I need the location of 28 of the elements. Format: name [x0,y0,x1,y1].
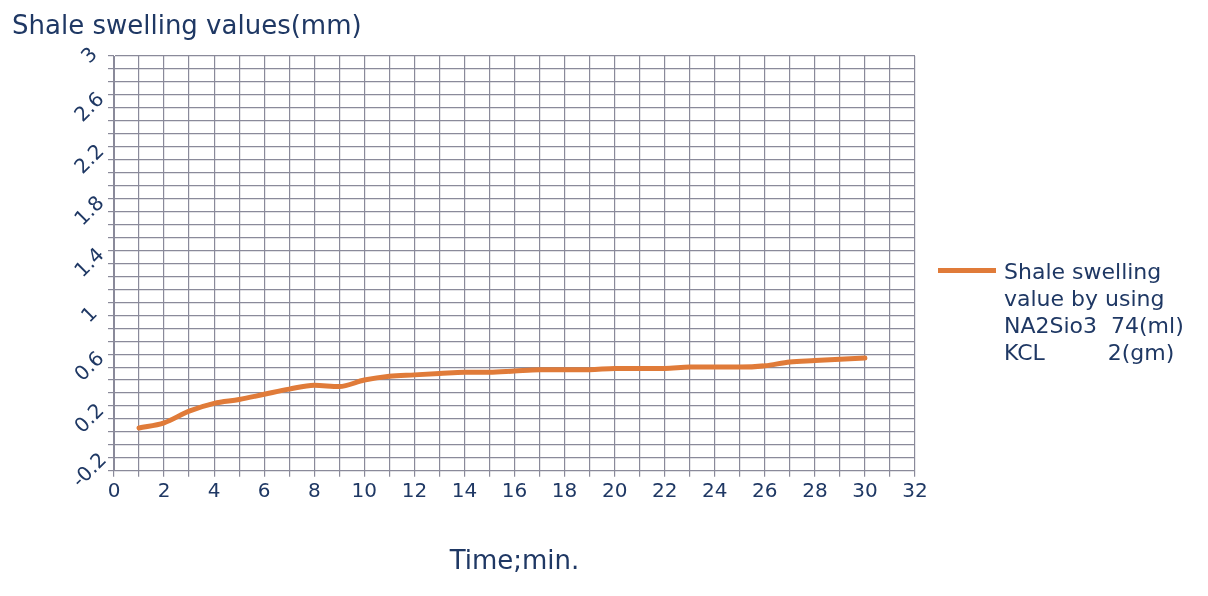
x-tick-label: 12 [401,478,428,502]
legend-label: Shale swelling value by using NA2Sio3 74(ml) KCL 2(gm) [1004,258,1184,366]
x-tick-label: 30 [852,478,878,502]
x-tick-label: 20 [601,478,628,502]
x-tick-label: 24 [702,478,728,502]
x-tick-label: 4 [207,478,221,502]
x-tick-label: 32 [902,478,928,502]
y-tick-label: 2.2 [69,138,109,179]
y-tick-label: 0.2 [69,397,109,438]
y-tick-label: 1 [75,300,102,327]
y-tick-label: 0.6 [69,346,109,386]
x-tick-label: 28 [802,478,828,502]
x-tick-label: 2 [157,478,171,502]
y-tick-label: 3 [75,41,102,68]
x-tick-label: 14 [451,478,478,502]
y-tick-label: 1.8 [69,190,109,231]
x-tick-label: 10 [351,478,378,502]
x-tick-label: 0 [107,478,121,502]
x-axis-title: Time;min. [448,545,580,576]
x-tick-label: 16 [501,478,528,502]
y-axis-title: Shale swelling values(mm) [12,10,362,40]
y-tick-label: 2.6 [69,86,109,127]
x-tick-label: 8 [307,478,321,502]
x-tick-label: 18 [551,478,578,502]
y-tick-label: 1.4 [69,242,109,282]
x-tick-label: 6 [257,478,271,502]
x-tick-label: 22 [651,478,678,502]
x-tick-label: 26 [752,478,778,502]
